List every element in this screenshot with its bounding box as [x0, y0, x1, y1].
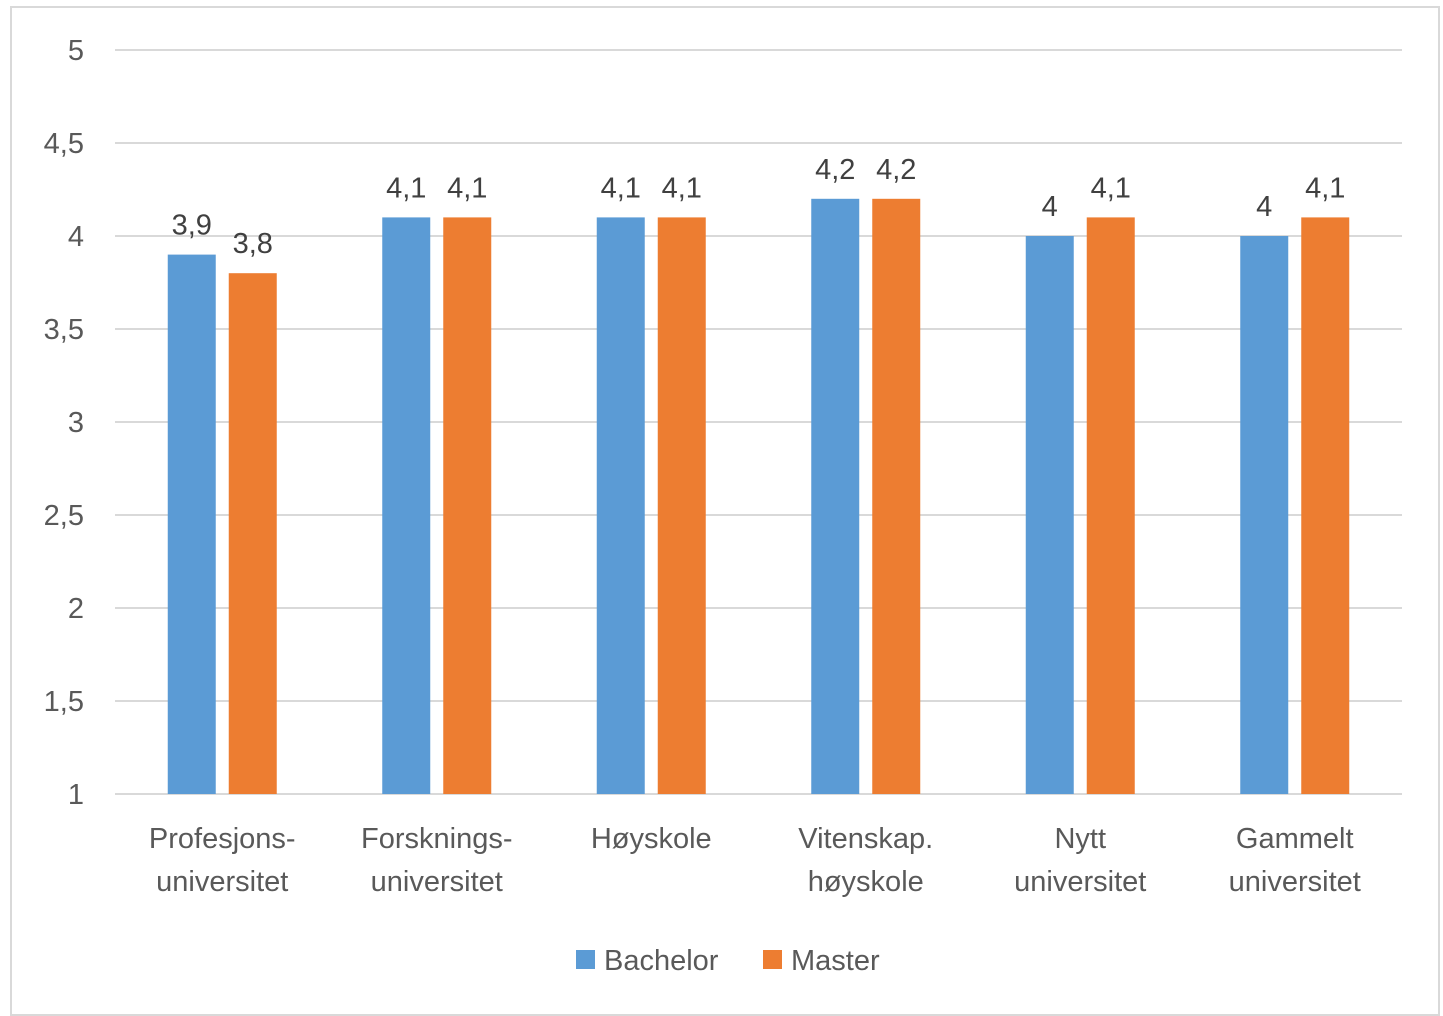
bar-bachelor: [167, 254, 216, 795]
legend-label-bachelor: Bachelor: [604, 945, 719, 977]
y-tick-label: 3: [68, 407, 84, 439]
bar-bachelor: [1240, 236, 1289, 794]
bar-bachelor: [382, 217, 431, 794]
data-label: 4,2: [876, 154, 916, 186]
data-label: 4,1: [1305, 172, 1345, 204]
data-label: 4,1: [601, 172, 641, 204]
y-tick-label: 4: [68, 221, 84, 253]
y-tick-label: 1,5: [44, 686, 84, 718]
category-label: Forsknings-: [361, 823, 513, 855]
bar-master: [443, 217, 492, 794]
data-label: 4,2: [815, 154, 855, 186]
bar-master: [1086, 217, 1135, 794]
category-label: Profesjons-: [149, 823, 296, 855]
category-label: Gammelt: [1236, 823, 1354, 855]
category-label: Nytt: [1054, 823, 1106, 855]
y-tick-label: 3,5: [44, 314, 84, 346]
data-label: 4: [1042, 191, 1058, 223]
y-axis-ticks: 1 1,5 2 2,5 3 3,5 4 4,5 5: [44, 35, 84, 811]
bar-bachelor: [1025, 236, 1074, 794]
y-tick-label: 1: [68, 779, 84, 811]
bar-bachelor: [596, 217, 645, 794]
category-label: høyskole: [808, 866, 924, 898]
category-label: Vitenskap.: [798, 823, 933, 855]
y-tick-label: 2,5: [44, 500, 84, 532]
bar-master: [872, 198, 921, 795]
data-labels: 3,9 3,8 4,1 4,1 4,1 4,1 4,2 4,2 4 4,1 4 4,1: [172, 154, 1346, 260]
bar-bachelor: [811, 198, 860, 795]
data-label: 4,1: [1091, 172, 1131, 204]
category-label: Høyskole: [591, 823, 712, 855]
data-label: 4,1: [447, 172, 487, 204]
legend-label-master: Master: [791, 945, 880, 977]
category-label: universitet: [371, 866, 503, 898]
data-label: 4,1: [662, 172, 702, 204]
y-tick-label: 5: [68, 35, 84, 67]
category-label: universitet: [156, 866, 288, 898]
bar-master: [657, 217, 706, 794]
gridlines: [115, 49, 1402, 795]
category-label: universitet: [1229, 866, 1361, 898]
bar-master: [1301, 217, 1350, 794]
x-axis-categories: Profesjons-universitet Forsknings-univers…: [149, 823, 1361, 898]
bars: [167, 198, 1350, 795]
category-label: universitet: [1014, 866, 1146, 898]
data-label: 3,9: [172, 210, 212, 242]
data-label: 4: [1256, 191, 1272, 223]
legend-swatch-master: [763, 950, 782, 969]
legend-swatch-bachelor: [576, 950, 595, 969]
bar-master: [228, 273, 277, 794]
data-label: 3,8: [233, 228, 273, 260]
legend: Bachelor Master: [576, 945, 880, 977]
y-tick-label: 2: [68, 593, 84, 625]
data-label: 4,1: [386, 172, 426, 204]
y-tick-label: 4,5: [44, 128, 84, 160]
